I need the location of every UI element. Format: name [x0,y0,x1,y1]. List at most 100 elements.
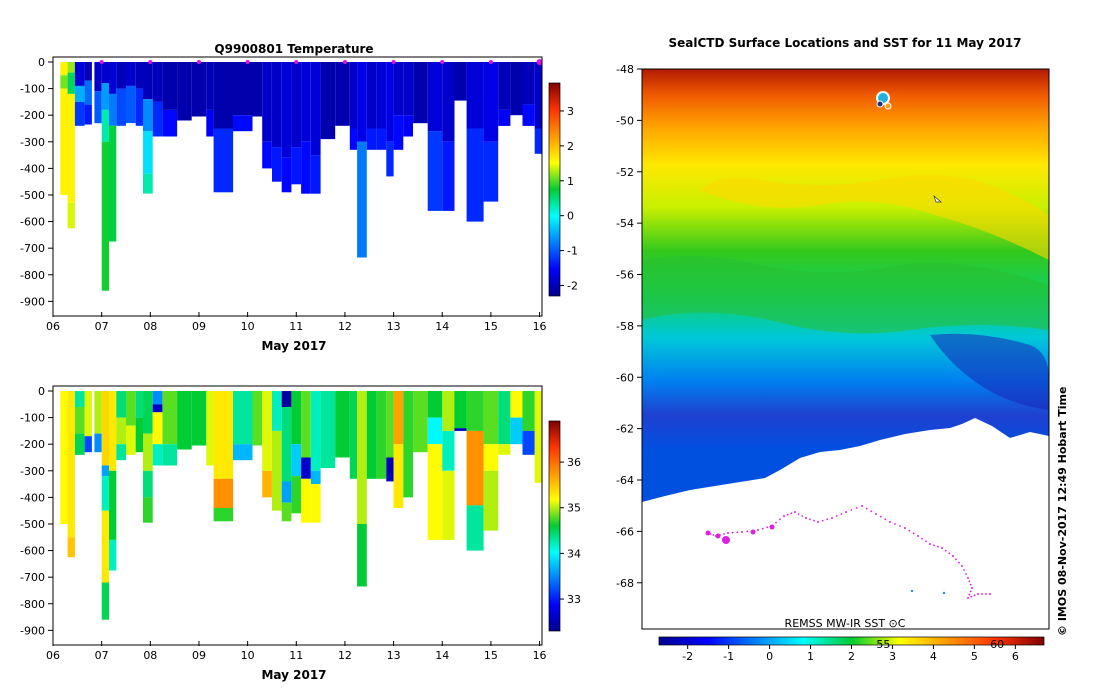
x-tick-label: 11 [289,320,303,333]
profile-cell [233,391,253,445]
celsius-tick-label: 4 [930,650,937,663]
profile-cell [262,62,272,142]
profile-cell [143,131,153,174]
profile-cell [301,478,311,523]
track-point [963,569,965,571]
profile-cell [67,62,75,73]
profile-cell [442,470,455,540]
profile-cell [116,391,126,418]
profile-cell [109,93,117,126]
y-tick-label: -300 [20,136,45,149]
lat-tick-label: -50 [616,114,634,127]
track-point [845,511,847,513]
track-point [783,515,785,517]
x-tick-label: 14 [435,649,449,662]
x-tick-label: 11 [289,649,303,662]
track-point [850,509,853,511]
profile-cell [143,470,153,498]
x-tick-label: 13 [387,649,401,662]
profile-cell [213,478,234,509]
track-point [917,535,919,537]
colorbar-tick-label: -1 [567,245,578,258]
y-tick-label: -900 [20,624,45,637]
profile-cell [262,391,272,471]
temperature-cells [60,62,542,291]
lat-tick-label: -54 [616,217,634,230]
profile-cell [335,62,350,126]
track-point [757,529,759,531]
profile-cell [320,62,336,140]
profile-cell [349,128,358,150]
profile-cell [393,62,404,116]
profile-cell [310,62,321,156]
track-point [831,517,833,519]
track-point [865,507,868,510]
lat-tick-label: -58 [616,320,634,333]
track-point [921,537,923,540]
track-point [741,531,743,533]
track-point [937,545,939,548]
salinity-x-axis: 06 07 08 09 10 11 12 13 14 15 16 [46,641,547,662]
track-point [790,512,793,515]
surfacing-marker [536,59,543,65]
track-point [894,523,896,525]
track-point [948,552,951,555]
y-tick-label: -500 [20,518,45,531]
track-point [952,555,954,557]
profile-cell [272,391,282,431]
track-point [989,593,991,595]
profile-cell [135,88,143,126]
celsius-tick-label: 0 [766,650,773,663]
surfacing-markers [99,59,543,65]
profile-cell [522,430,535,455]
profile-cell [177,62,192,121]
profile-cell [291,391,302,445]
profile-cell [135,391,143,418]
track-point [817,521,819,523]
profile-cell [310,470,321,485]
profile-cell [522,104,535,126]
track-point [910,589,914,593]
track-point [912,532,915,535]
profile-cell [498,62,511,110]
track-point [731,531,734,534]
profile-cell [335,391,350,458]
profile-cell [301,457,311,479]
profile-cell [442,141,455,211]
profile-cell [413,62,428,124]
profile-cell [281,481,292,503]
x-tick-label: 08 [143,320,157,333]
profile-cell [466,128,484,222]
profile-cell [442,62,455,142]
profile-cell [84,436,92,453]
profile-cell [67,72,75,94]
profile-cell [386,62,394,142]
map-frame [641,68,1050,630]
profile-cell [213,62,234,129]
profile-cell [281,157,292,193]
track-dive-location [722,536,730,544]
profile-cell [60,75,68,89]
celsius-tick-label: 1 [807,650,814,663]
profile-cell [454,62,467,101]
profile-cell [442,430,455,471]
profile-cell [510,417,523,445]
track-point [961,565,963,567]
lat-tick-label: -60 [616,371,634,384]
surfacing-marker [196,60,201,64]
seal-location-marker [876,91,892,110]
track-point [879,515,882,518]
track-point [821,519,824,522]
map-subtitle: REMSS MW-IR SST ⊙C [785,617,906,630]
track-point [971,587,973,589]
profile-cell [109,470,117,540]
profile-cell [126,85,136,124]
profile-cell [534,62,542,129]
profile-cell [94,391,102,434]
profile-cell [191,62,207,117]
profile-cell [162,444,178,466]
profile-cell [291,147,302,185]
profile-cell [498,109,511,126]
salinity-cells [60,391,542,620]
profile-cell [349,391,358,479]
